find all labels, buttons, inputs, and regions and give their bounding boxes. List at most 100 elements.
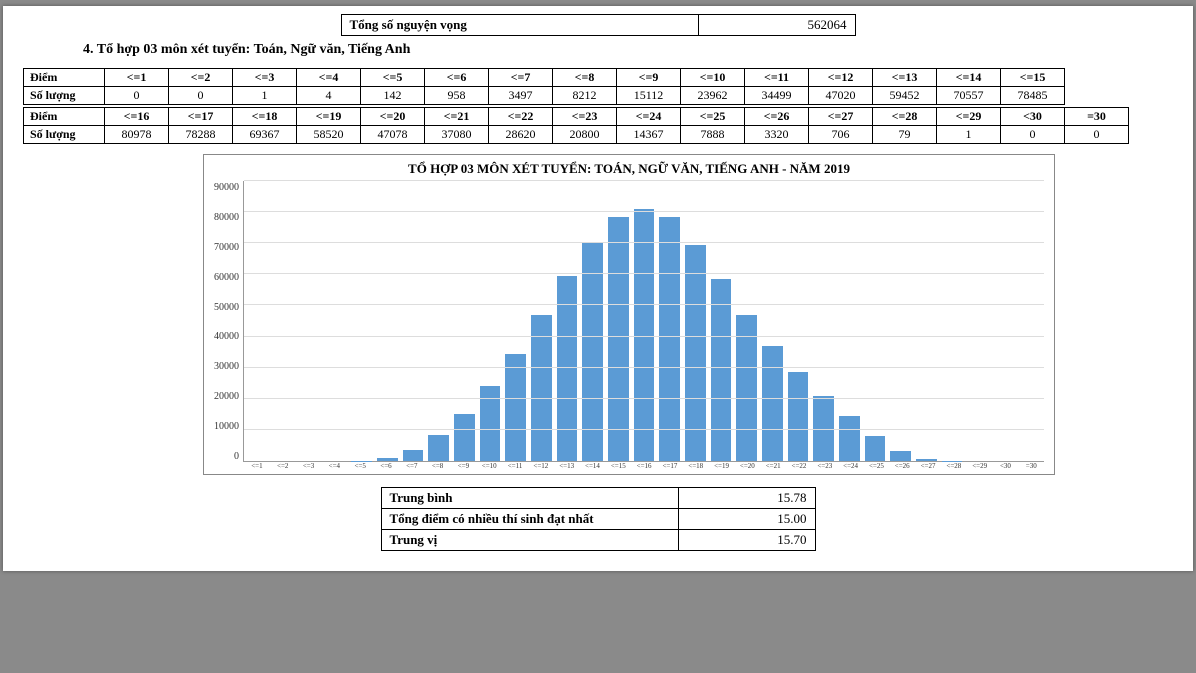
y-tick: 90000 — [214, 182, 239, 193]
table-cell: 0 — [169, 87, 233, 105]
chart-bar — [608, 217, 629, 461]
table-cell: <=18 — [233, 108, 297, 126]
y-tick: 40000 — [214, 331, 239, 342]
x-tick: <=9 — [451, 462, 477, 470]
x-tick: <=19 — [709, 462, 735, 470]
table-cell: <=7 — [489, 69, 553, 87]
table-cell: 0 — [105, 87, 169, 105]
table-cell: 37080 — [425, 126, 489, 144]
table-cell: <=1 — [105, 69, 169, 87]
x-tick: =30 — [1018, 462, 1044, 470]
y-tick: 80000 — [214, 212, 239, 223]
table-cell: 70557 — [937, 87, 1001, 105]
stats-value: 15.70 — [678, 530, 815, 551]
total-value: 562064 — [698, 15, 855, 36]
chart-bar — [454, 414, 475, 461]
table-cell: <=17 — [169, 108, 233, 126]
table-cell: <=25 — [681, 108, 745, 126]
chart-bar — [403, 450, 424, 461]
table-cell: <=11 — [745, 69, 809, 87]
table-cell: 7888 — [681, 126, 745, 144]
x-tick: <=3 — [296, 462, 322, 470]
x-tick: <=5 — [347, 462, 373, 470]
x-tick: <=17 — [657, 462, 683, 470]
table-cell: <=5 — [361, 69, 425, 87]
table-cell: <=22 — [489, 108, 553, 126]
x-tick: <=2 — [270, 462, 296, 470]
y-tick: 0 — [214, 451, 239, 462]
chart-bar — [788, 372, 809, 461]
total-label: Tổng số nguyện vọng — [341, 15, 698, 36]
x-tick: <=23 — [812, 462, 838, 470]
stats-row: Tổng điểm có nhiều thí sinh đạt nhất15.0… — [381, 509, 815, 530]
chart-bar — [890, 451, 911, 461]
table-cell: 58520 — [297, 126, 361, 144]
table-cell: 958 — [425, 87, 489, 105]
x-tick: <=15 — [605, 462, 631, 470]
x-tick: <=18 — [683, 462, 709, 470]
table-cell: <=27 — [809, 108, 873, 126]
stats-label: Trung bình — [381, 488, 678, 509]
row-header-count: Số lượng — [24, 126, 105, 144]
table-cell: <=24 — [617, 108, 681, 126]
chart-bar — [428, 435, 449, 461]
score-table-1: Điểm<=1<=2<=3<=4<=5<=6<=7<=8<=9<=10<=11<… — [23, 68, 1065, 105]
stats-row: Trung vị15.70 — [381, 530, 815, 551]
table-cell: 59452 — [873, 87, 937, 105]
x-tick: <=24 — [838, 462, 864, 470]
table-cell: 706 — [809, 126, 873, 144]
section-title: 4. Tổ hợp 03 môn xét tuyển: Toán, Ngữ vă… — [83, 42, 1173, 58]
x-tick: <=12 — [528, 462, 554, 470]
table-cell: 78485 — [1001, 87, 1065, 105]
chart-bar — [505, 354, 526, 461]
table-cell: <=3 — [233, 69, 297, 87]
y-tick: 20000 — [214, 391, 239, 402]
table-cell: <=6 — [425, 69, 489, 87]
table-cell: 0 — [1001, 126, 1065, 144]
table-cell: 34499 — [745, 87, 809, 105]
table-cell: 47020 — [809, 87, 873, 105]
table-cell: <=21 — [425, 108, 489, 126]
chart-title: TỔ HỢP 03 MÔN XÉT TUYỂN: TOÁN, NGỮ VĂN, … — [214, 161, 1044, 177]
chart-bar — [659, 217, 680, 461]
y-tick: 50000 — [214, 302, 239, 313]
total-wishes-table: Tổng số nguyện vọng 562064 — [341, 14, 856, 36]
table-cell: <=14 — [937, 69, 1001, 87]
table-cell: 28620 — [489, 126, 553, 144]
table-cell: <=26 — [745, 108, 809, 126]
x-tick: <30 — [993, 462, 1019, 470]
score-table-2: Điểm<=16<=17<=18<=19<=20<=21<=22<=23<=24… — [23, 107, 1129, 144]
stats-label: Trung vị — [381, 530, 678, 551]
x-tick: <=25 — [864, 462, 890, 470]
table-cell: 80978 — [105, 126, 169, 144]
x-tick: <=11 — [502, 462, 528, 470]
table-cell: =30 — [1065, 108, 1129, 126]
chart-bar — [762, 346, 783, 461]
x-tick: <=22 — [786, 462, 812, 470]
table-cell: <=23 — [553, 108, 617, 126]
table-cell: 3320 — [745, 126, 809, 144]
y-tick: 60000 — [214, 272, 239, 283]
table-cell: 15112 — [617, 87, 681, 105]
table-cell: <=19 — [297, 108, 361, 126]
statistics-table: Trung bình15.78Tổng điểm có nhiều thí si… — [381, 487, 816, 551]
chart-bar — [916, 459, 937, 461]
document-page: Tổng số nguyện vọng 562064 4. Tổ hợp 03 … — [3, 6, 1193, 571]
x-tick: <=20 — [734, 462, 760, 470]
distribution-chart: TỔ HỢP 03 MÔN XÉT TUYỂN: TOÁN, NGỮ VĂN, … — [203, 154, 1055, 475]
table-cell: 14367 — [617, 126, 681, 144]
table-cell: <=20 — [361, 108, 425, 126]
row-header-score: Điểm — [24, 108, 105, 126]
table-cell: 23962 — [681, 87, 745, 105]
table-cell: 47078 — [361, 126, 425, 144]
table-cell: <=15 — [1001, 69, 1065, 87]
stats-row: Trung bình15.78 — [381, 488, 815, 509]
table-cell: <=28 — [873, 108, 937, 126]
table-cell: 69367 — [233, 126, 297, 144]
chart-bar — [377, 458, 398, 461]
chart-y-axis: 9000080000700006000050000400003000020000… — [214, 182, 243, 462]
chart-plot — [243, 181, 1044, 462]
stats-value: 15.78 — [678, 488, 815, 509]
table-cell: 3497 — [489, 87, 553, 105]
chart-bar — [531, 315, 552, 461]
